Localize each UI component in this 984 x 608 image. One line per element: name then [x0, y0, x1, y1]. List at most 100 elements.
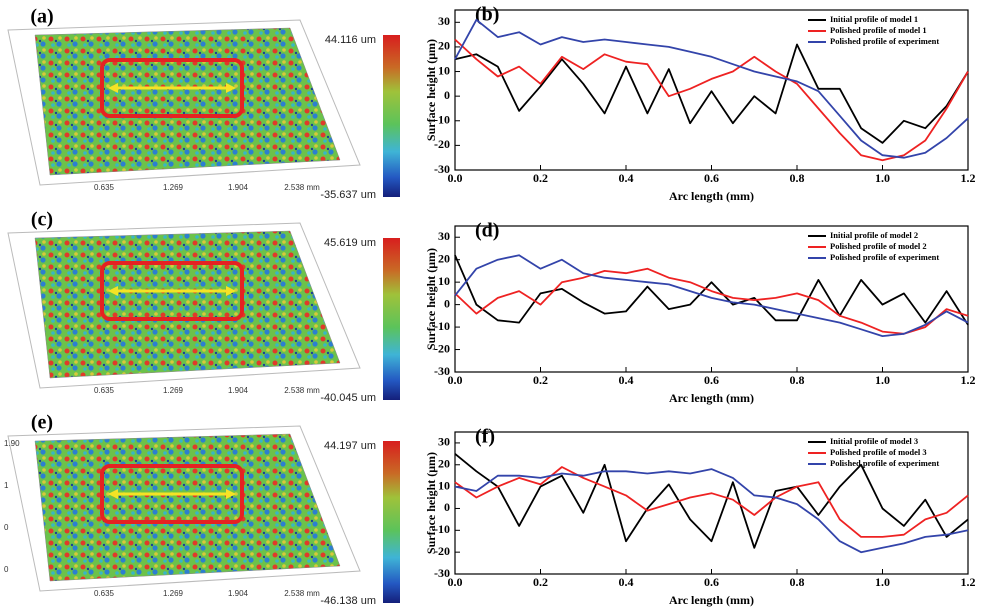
colorbar — [383, 238, 400, 400]
y-tick-label: 30 — [438, 229, 450, 243]
surface-tick: 2.538 mm — [284, 183, 320, 192]
colorbar-min: -35.637 um — [320, 189, 376, 201]
surface — [34, 27, 341, 176]
surface-box — [7, 19, 361, 186]
legend-label: Polished profile of model 3 — [830, 447, 927, 457]
series-line — [454, 254, 969, 326]
y-tick-label: 10 — [438, 274, 450, 288]
x-tick-label: 0.8 — [790, 171, 805, 185]
x-tick-label: 1.2 — [961, 373, 976, 387]
series-line — [454, 38, 969, 162]
series-line — [454, 267, 969, 335]
x-tick-label: 0.2 — [533, 171, 548, 185]
y-axis-label: Surface height (μm) — [424, 452, 438, 554]
series-line — [454, 43, 969, 144]
panel-label: (d) — [475, 220, 499, 242]
highlight-box — [100, 261, 244, 321]
x-tick-label: 0.4 — [619, 373, 634, 387]
arrow-head — [108, 286, 118, 296]
y-tick-label: 10 — [438, 63, 450, 77]
surface-tick: 2.538 mm — [284, 386, 320, 395]
legend-label: Polished profile of experiment — [830, 252, 939, 262]
y-tick-label: 20 — [438, 457, 450, 471]
x-tick-label: 0.8 — [790, 575, 805, 589]
surface-tick: 1.269 — [163, 589, 184, 598]
surface-side-tick: 0 — [4, 565, 9, 574]
y-tick-label: -20 — [434, 544, 450, 558]
highlight-box — [100, 464, 244, 524]
surface-side-tick: 1.90 — [4, 439, 20, 448]
y-tick-label: 0 — [444, 500, 450, 514]
arrow-head — [226, 83, 236, 93]
legend-label: Initial profile of model 1 — [830, 14, 918, 24]
y-tick-label: 10 — [438, 478, 450, 492]
x-axis-label: Arc length (mm) — [669, 391, 754, 405]
colorbar — [383, 441, 400, 603]
y-tick-label: 30 — [438, 435, 450, 449]
y-tick-label: 30 — [438, 14, 450, 28]
x-tick-label: 1.0 — [875, 373, 890, 387]
surface-box — [7, 425, 361, 592]
y-tick-label: -10 — [434, 113, 450, 127]
series-line — [454, 453, 969, 549]
surface-tick: 2.538 mm — [284, 589, 320, 598]
surface-side-tick: 1 — [4, 481, 9, 490]
surface-tick: 1.269 — [163, 386, 184, 395]
y-tick-label: 0 — [444, 296, 450, 310]
x-tick-label: 1.2 — [961, 171, 976, 185]
panel-label: (a) — [30, 6, 53, 28]
panel-label: (e) — [31, 412, 53, 434]
highlight-box — [100, 58, 244, 118]
surface-tick: 0.635 — [94, 386, 115, 395]
arrow-head — [226, 489, 236, 499]
surface-tick: 0.635 — [94, 183, 115, 192]
y-tick-label: -30 — [434, 566, 450, 580]
x-tick-label: 0.6 — [704, 373, 719, 387]
y-tick-label: 20 — [438, 251, 450, 265]
colorbar-max: 44.116 um — [325, 34, 376, 46]
legend-label: Initial profile of model 2 — [830, 230, 918, 240]
x-tick-label: 0.0 — [448, 171, 463, 185]
x-tick-label: 0.2 — [533, 373, 548, 387]
legend-label: Polished profile of model 1 — [830, 25, 927, 35]
arrow-head — [108, 83, 118, 93]
colorbar-max: 45.619 um — [324, 237, 376, 249]
series-line — [454, 254, 969, 337]
x-tick-label: 0.6 — [704, 171, 719, 185]
surface — [34, 230, 341, 379]
legend-label: Polished profile of experiment — [830, 458, 939, 468]
y-axis-label: Surface height (μm) — [424, 39, 438, 141]
surface-tick: 1.269 — [163, 183, 184, 192]
legend-label: Initial profile of model 3 — [830, 436, 918, 446]
x-axis-label: Arc length (mm) — [669, 593, 754, 607]
y-tick-label: -20 — [434, 341, 450, 355]
surface-box — [7, 222, 361, 389]
surface-tick: 1.904 — [228, 589, 249, 598]
x-tick-label: 1.0 — [875, 575, 890, 589]
x-tick-label: 0.0 — [448, 575, 463, 589]
arrow-head — [108, 489, 118, 499]
y-axis-label: Surface height (μm) — [424, 248, 438, 350]
y-tick-label: -30 — [434, 162, 450, 176]
x-tick-label: 0.0 — [448, 373, 463, 387]
panel-label: (c) — [31, 209, 53, 231]
x-tick-label: 1.2 — [961, 575, 976, 589]
surface-tick: 0.635 — [94, 589, 115, 598]
legend-label: Polished profile of experiment — [830, 36, 939, 46]
colorbar-min: -46.138 um — [320, 595, 376, 607]
surface-side-tick: 0 — [4, 523, 9, 532]
series-line — [454, 18, 969, 159]
colorbar-min: -40.045 um — [320, 392, 376, 404]
y-tick-label: -10 — [434, 522, 450, 536]
x-tick-label: 0.4 — [619, 171, 634, 185]
panel-label: (b) — [475, 4, 499, 26]
x-tick-label: 0.8 — [790, 373, 805, 387]
x-tick-label: 1.0 — [875, 171, 890, 185]
surface-tick: 1.904 — [228, 386, 249, 395]
arrow-head — [226, 286, 236, 296]
series-line — [454, 466, 969, 538]
y-tick-label: 20 — [438, 39, 450, 53]
x-tick-label: 0.6 — [704, 575, 719, 589]
panel-label: (f) — [475, 426, 495, 448]
y-tick-label: 0 — [444, 88, 450, 102]
